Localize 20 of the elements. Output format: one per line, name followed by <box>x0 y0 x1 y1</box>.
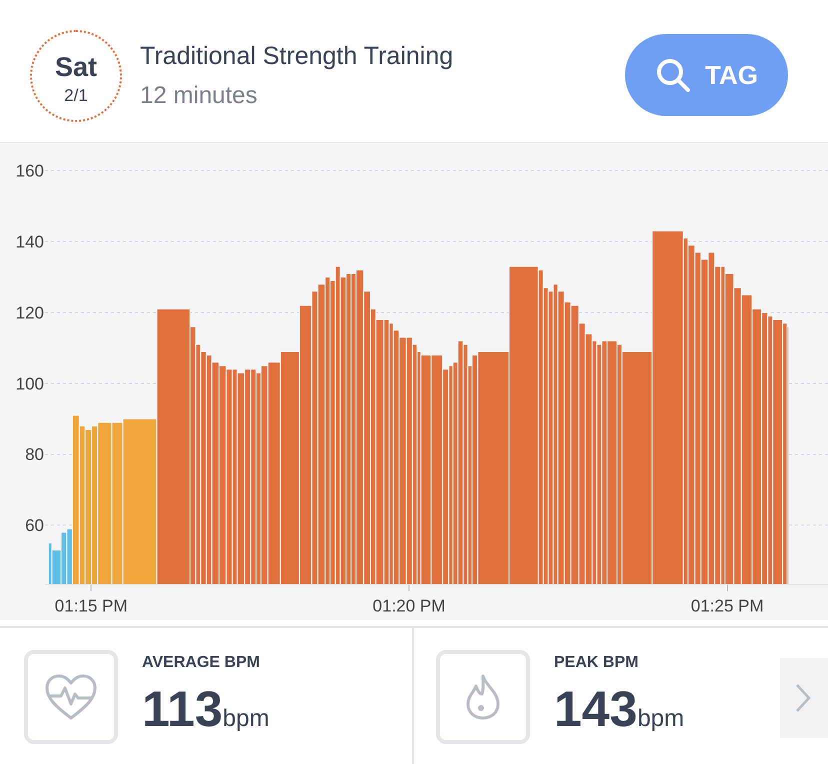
y-tick-label: 160 <box>16 162 44 181</box>
y-tick-label: 60 <box>25 516 44 536</box>
x-tick-label: 01:20 PM <box>372 596 446 616</box>
text: AVERAGE BPM <box>142 654 260 672</box>
y-tick-label: 100 <box>16 374 44 394</box>
chart-subtitle: 12 minutes <box>140 82 258 110</box>
x-tick-label: 01:15 PM <box>54 596 128 616</box>
text: 2/1 <box>63 86 89 106</box>
text: Sat <box>54 52 98 83</box>
text: TAG <box>705 60 758 90</box>
y-tick-label: 140 <box>16 232 44 252</box>
text: bpm <box>637 705 684 732</box>
text: 143 <box>554 681 638 737</box>
chart-title: Traditional Strength Training <box>140 42 454 71</box>
text: bpm <box>222 705 270 732</box>
text: PEAK BPM <box>554 654 638 672</box>
x-tick-label: 01:25 PM <box>690 596 764 616</box>
y-tick-label: 80 <box>25 445 44 464</box>
y-tick-label: 120 <box>16 303 44 322</box>
text: 113 <box>142 681 223 737</box>
